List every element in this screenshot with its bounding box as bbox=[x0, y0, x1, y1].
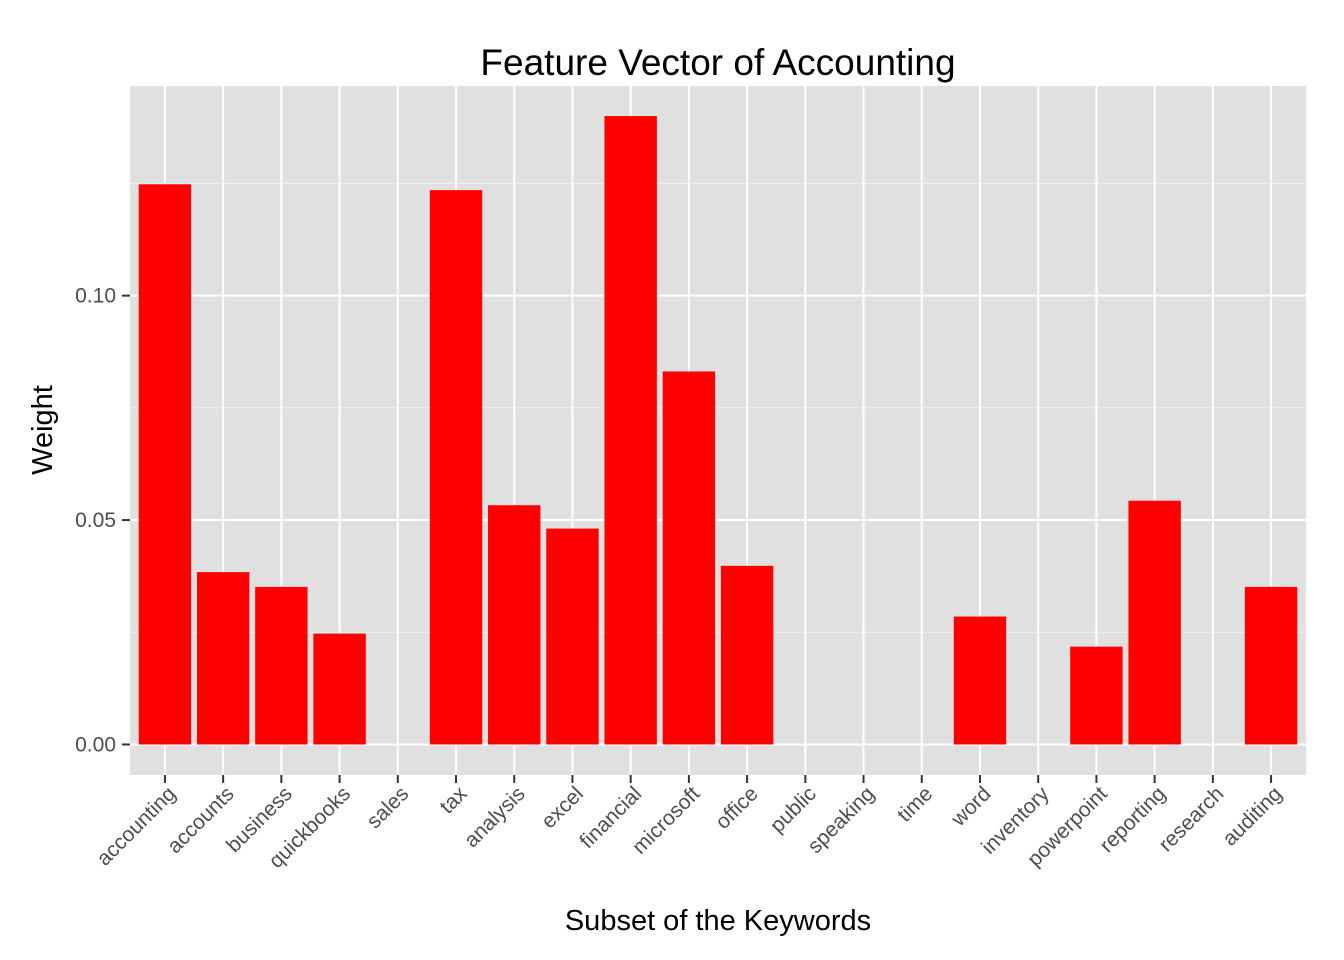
y-axis-title: Weight bbox=[27, 385, 59, 475]
x-tick-label: accounting bbox=[92, 782, 180, 870]
y-tick-label: 0.10 bbox=[75, 285, 116, 308]
x-tick-label: auditing bbox=[1218, 782, 1286, 850]
x-tick-label: word bbox=[946, 782, 995, 831]
bar-auditing bbox=[1244, 586, 1298, 745]
x-tick-label: research bbox=[1154, 782, 1228, 856]
bar-tax bbox=[429, 190, 483, 745]
x-tick-label: sales bbox=[362, 782, 413, 833]
bar-word bbox=[953, 616, 1007, 745]
bar-microsoft bbox=[662, 371, 716, 745]
bar-financial bbox=[604, 116, 657, 745]
x-tick-label: excel bbox=[537, 782, 588, 833]
x-tick-label: office bbox=[711, 782, 762, 833]
bars-group bbox=[138, 116, 1298, 745]
bar-excel bbox=[546, 528, 599, 745]
x-axis-title: Subset of the Keywords bbox=[565, 905, 871, 937]
bar-reporting bbox=[1128, 500, 1181, 745]
y-tick-label: 0.00 bbox=[75, 733, 116, 756]
x-tick-label: analysis bbox=[460, 782, 530, 852]
y-tick-label: 0.05 bbox=[75, 509, 116, 532]
bar-analysis bbox=[488, 505, 541, 745]
bar-accounts bbox=[196, 572, 250, 745]
y-axis: 0.00 0.05 0.10 bbox=[75, 285, 130, 756]
bar-powerpoint bbox=[1070, 646, 1123, 745]
bar-quickbooks bbox=[313, 633, 366, 745]
minor-gridlines bbox=[130, 182, 1306, 633]
bar-accounting bbox=[138, 184, 192, 745]
bar-office bbox=[720, 565, 774, 745]
x-tick-label: time bbox=[893, 782, 937, 826]
chart-title: Feature Vector of Accounting bbox=[480, 42, 955, 83]
x-tick-label: public bbox=[766, 782, 821, 837]
bar-business bbox=[255, 586, 308, 745]
x-tick-label: tax bbox=[435, 782, 471, 818]
